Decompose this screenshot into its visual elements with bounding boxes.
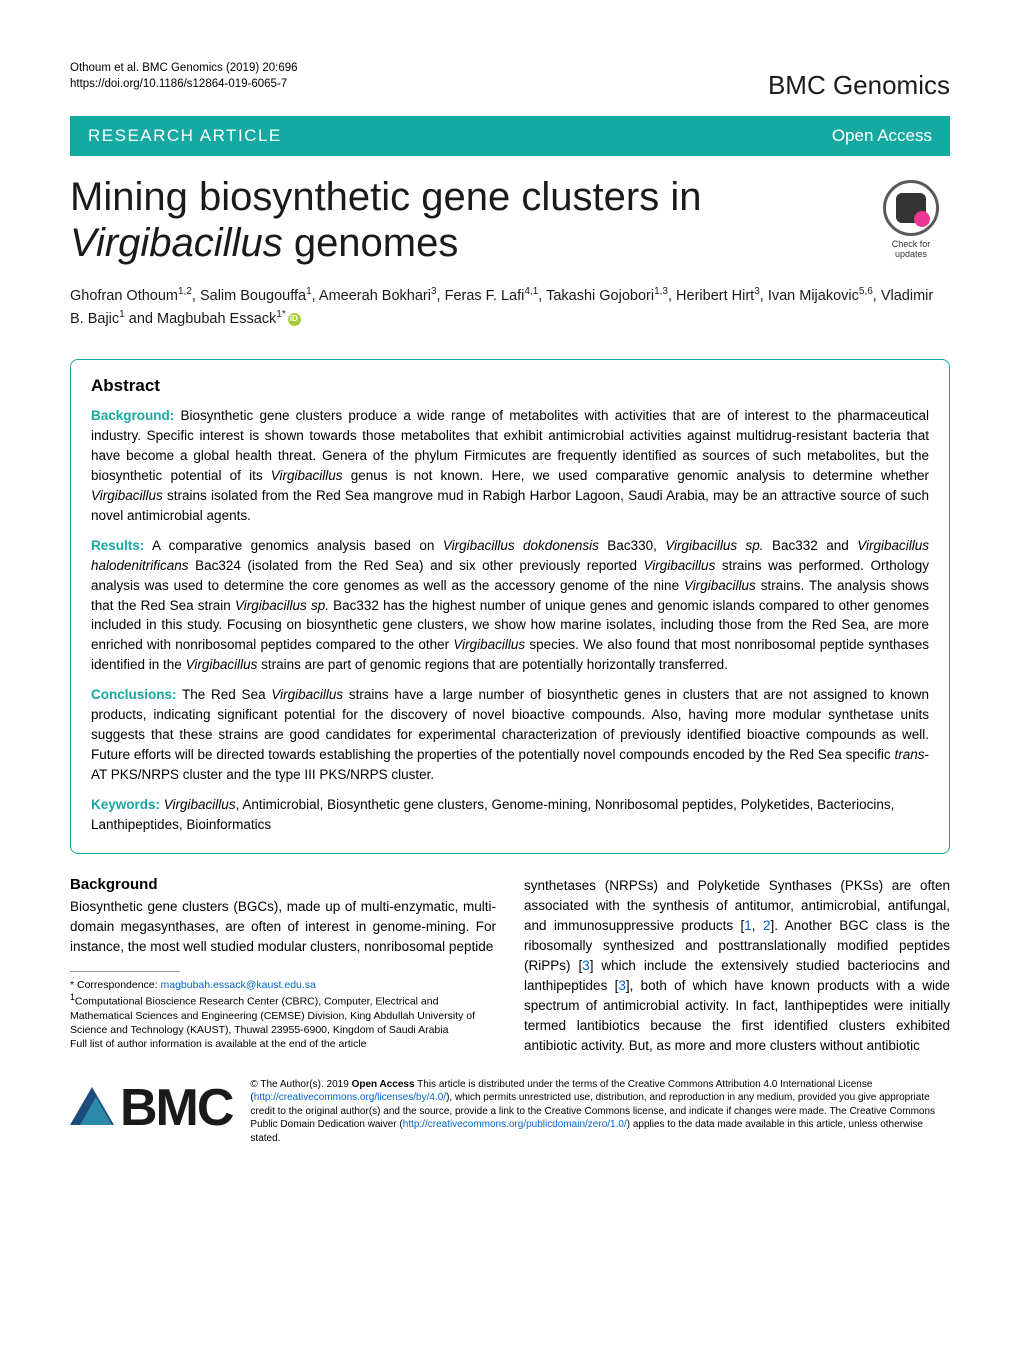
license-footer: BMC © The Author(s). 2019 Open Access Th… (70, 1078, 950, 1146)
footnotes: * Correspondence: magbubah.essack@kaust.… (70, 978, 496, 1051)
title-line-1: Mining biosynthetic gene clusters in (70, 175, 701, 219)
abstract-conclusions: Conclusions: The Red Sea Virgibacillus s… (91, 685, 929, 785)
abstract-results: Results: A comparative genomics analysis… (91, 536, 929, 676)
cc0-link[interactable]: http://creativecommons.org/publicdomain/… (403, 1119, 627, 1130)
orcid-icon[interactable] (288, 313, 301, 326)
section-heading-background: Background (70, 876, 496, 893)
crossmark-icon (883, 180, 939, 236)
body-col1-para: Biosynthetic gene clusters (BGCs), made … (70, 897, 496, 957)
bmc-logo: BMC (70, 1078, 232, 1138)
check-updates-line1: Check for (892, 239, 931, 249)
article-type-label: RESEARCH ARTICLE (88, 126, 282, 146)
check-for-updates-badge[interactable]: Check for updates (872, 180, 950, 260)
body-col2-para: synthetases (NRPSs) and Polyketide Synth… (524, 876, 950, 1056)
article-type-banner: RESEARCH ARTICLE Open Access (70, 116, 950, 156)
journal-brand: BMC Genomics (768, 70, 950, 101)
background-section: Background Biosynthetic gene clusters (B… (70, 876, 950, 1056)
correspondence-email-link[interactable]: magbubah.essack@kaust.edu.sa (160, 979, 315, 991)
footnote-divider (70, 971, 180, 972)
abstract-keywords: Keywords: Virgibacillus, Antimicrobial, … (91, 795, 929, 835)
author-list: Ghofran Othoum1,2, Salim Bougouffa1, Ame… (70, 284, 950, 331)
abstract-background: Background: Biosynthetic gene clusters p… (91, 406, 929, 526)
abstract-heading: Abstract (91, 376, 929, 396)
open-access-label: Open Access (832, 126, 932, 146)
ref-link-3[interactable]: 3 (582, 958, 590, 973)
ref-link-3b[interactable]: 3 (618, 978, 626, 993)
cc-by-link[interactable]: http://creativecommons.org/licenses/by/4… (254, 1092, 446, 1103)
article-title: Mining biosynthetic gene clusters in Vir… (70, 174, 852, 266)
abstract-box: Abstract Background: Biosynthetic gene c… (70, 359, 950, 854)
title-genus-italic: Virgibacillus (70, 221, 283, 265)
license-text: © The Author(s). 2019 Open Access This a… (250, 1078, 950, 1146)
ref-link-1[interactable]: 1 (744, 918, 752, 933)
check-updates-line2: updates (895, 249, 927, 259)
title-rest: genomes (283, 221, 459, 265)
bmc-triangles-icon (70, 1078, 114, 1138)
